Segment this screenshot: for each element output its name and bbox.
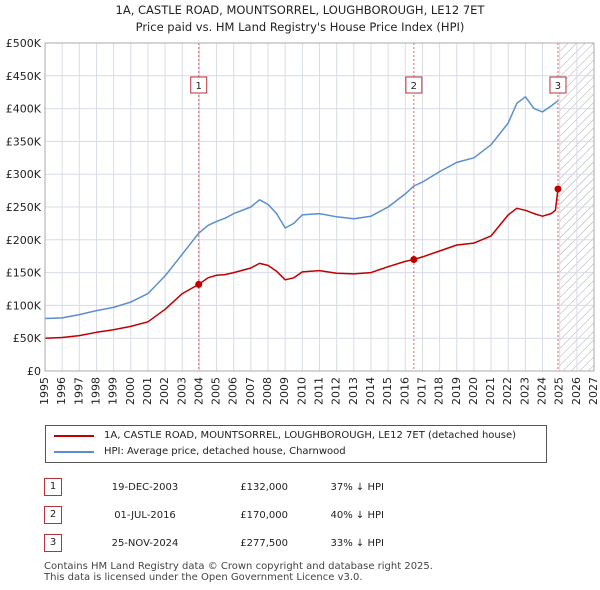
x-tick-label: 2015 <box>381 377 394 405</box>
x-tick-label: 1998 <box>89 377 102 405</box>
x-tick-label: 2011 <box>313 377 326 405</box>
sale-hpi-diff: 33% ↓ HPI <box>330 537 384 549</box>
hpi-series-line <box>44 96 559 320</box>
x-tick-label: 2009 <box>278 377 291 405</box>
sale-label-box <box>549 76 567 94</box>
y-tick-label: £250K <box>6 201 42 214</box>
footer-licence: This data is licensed under the Open Gov… <box>44 572 363 583</box>
sale-point <box>410 255 418 263</box>
x-tick-label: 2005 <box>210 377 223 405</box>
sale-number-badge: 2 <box>44 506 62 524</box>
price-paid-series-line <box>44 188 559 339</box>
legend-label-hpi: HPI: Average price, detached house, Char… <box>104 446 346 457</box>
sale-number-badge: 1 <box>44 478 62 496</box>
price-chart: 1 2 3 £0 £50K £100K £150K £200K £250K £300K £350K £… <box>6 37 600 405</box>
x-tick-label: 2023 <box>518 377 531 405</box>
footer-copyright: Contains HM Land Registry data © Crown c… <box>44 561 433 572</box>
legend-swatch-price <box>54 435 94 437</box>
sale-label-box <box>190 76 208 94</box>
y-tick-label: £300K <box>6 168 42 181</box>
x-tick-label: 2004 <box>192 377 205 405</box>
sale-date: 01-JUL-2016 <box>114 509 176 521</box>
y-tick-label: £350K <box>6 135 42 148</box>
sale-hpi-diff: 37% ↓ HPI <box>330 481 384 493</box>
table-row: 2 01-JUL-2016 £170,000 40% ↓ HPI <box>44 501 384 529</box>
y-tick-label: £450K <box>6 70 42 83</box>
sale-point <box>554 185 562 193</box>
x-tick-label: 2027 <box>587 377 600 405</box>
x-tick-label: 2016 <box>398 377 411 405</box>
x-tick-label: 1999 <box>107 377 120 405</box>
footer: Contains HM Land Registry data © Crown c… <box>44 561 433 583</box>
x-tick-label: 2001 <box>141 377 154 405</box>
sale-label-text: 2 <box>411 81 417 92</box>
x-tick-label: 2013 <box>347 377 360 405</box>
x-tick-label: 2026 <box>570 377 583 405</box>
x-tick-label: 2025 <box>553 377 566 405</box>
x-tick-label: 2000 <box>124 377 137 405</box>
legend-item-hpi: HPI: Average price, detached house, Char… <box>54 445 346 459</box>
x-tick-label: 2018 <box>433 377 446 405</box>
x-tick-label: 1995 <box>38 377 51 405</box>
sale-price: £132,000 <box>240 481 288 493</box>
chart-title: 1A, CASTLE ROAD, MOUNTSORREL, LOUGHBOROU… <box>0 2 600 36</box>
y-tick-label: £500K <box>6 37 42 50</box>
y-tick-label: £50K <box>13 332 42 345</box>
x-tick-label: 2019 <box>450 377 463 405</box>
x-tick-label: 2006 <box>227 377 240 405</box>
y-tick-label: £0 <box>27 365 41 378</box>
x-tick-label: 2010 <box>295 377 308 405</box>
x-tick-label: 1996 <box>55 377 68 405</box>
x-tick-label: 2014 <box>364 377 377 405</box>
y-tick-label: £100K <box>6 299 42 312</box>
legend-swatch-hpi <box>54 451 94 453</box>
sale-label-text: 3 <box>555 81 561 92</box>
y-tick-label: £400K <box>6 103 42 116</box>
x-tick-label: 2024 <box>536 377 549 405</box>
legend-item-price: 1A, CASTLE ROAD, MOUNTSORREL, LOUGHBOROU… <box>54 429 516 443</box>
x-tick-label: 2003 <box>175 377 188 405</box>
y-tick-label: £150K <box>6 267 42 280</box>
sale-point <box>195 280 203 288</box>
plot-border <box>44 42 595 372</box>
sale-number-badge: 3 <box>44 534 62 552</box>
sale-price: £170,000 <box>240 509 288 521</box>
chart-title-line2: Price paid vs. HM Land Registry's House … <box>135 20 465 34</box>
x-tick-label: 2022 <box>501 377 514 405</box>
y-tick-label: £200K <box>6 234 42 247</box>
x-tick-label: 2007 <box>244 377 257 405</box>
chart-title-line1: 1A, CASTLE ROAD, MOUNTSORREL, LOUGHBOROU… <box>115 3 485 17</box>
table-row: 1 19-DEC-2003 £132,000 37% ↓ HPI <box>44 473 384 501</box>
x-tick-label: 1997 <box>72 377 85 405</box>
x-tick-label: 2002 <box>158 377 171 405</box>
sale-label-text: 1 <box>196 81 202 92</box>
x-tick-label: 2017 <box>415 377 428 405</box>
x-tick-label: 2020 <box>467 377 480 405</box>
sale-hpi-diff: 40% ↓ HPI <box>330 509 384 521</box>
sale-date: 19-DEC-2003 <box>111 481 179 493</box>
sale-label-box <box>405 76 423 94</box>
table-row: 3 25-NOV-2024 £277,500 33% ↓ HPI <box>44 529 384 557</box>
sale-date: 25-NOV-2024 <box>111 537 179 549</box>
legend-label-price: 1A, CASTLE ROAD, MOUNTSORREL, LOUGHBOROU… <box>104 430 516 441</box>
legend: 1A, CASTLE ROAD, MOUNTSORREL, LOUGHBOROU… <box>45 425 547 463</box>
x-tick-label: 2021 <box>484 377 497 405</box>
sale-price: £277,500 <box>240 537 288 549</box>
x-tick-label: 2012 <box>330 377 343 405</box>
x-tick-label: 2008 <box>261 377 274 405</box>
sales-table: 1 19-DEC-2003 £132,000 37% ↓ HPI 2 01-JU… <box>44 473 384 557</box>
